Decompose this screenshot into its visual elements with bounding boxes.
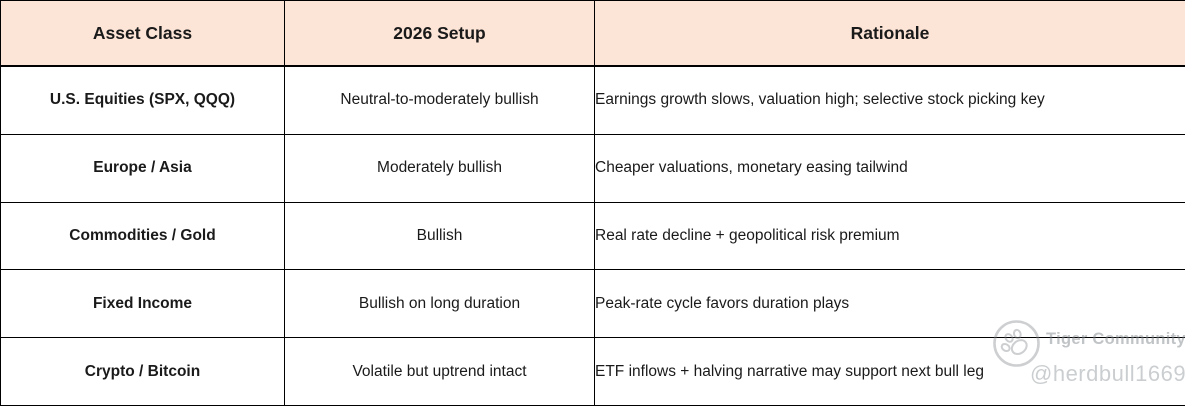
- setup-cell: Volatile but uptrend intact: [284, 337, 595, 406]
- column-header-2026-setup: 2026 Setup: [284, 0, 595, 67]
- rationale-cell: ETF inflows + halving narrative may supp…: [594, 337, 1185, 406]
- setup-cell: Moderately bullish: [284, 133, 595, 203]
- asset-class-cell: Fixed Income: [0, 269, 285, 339]
- table-row: Fixed Income Bullish on long duration Pe…: [0, 269, 1185, 339]
- rationale-cell: Peak-rate cycle favors duration plays: [594, 269, 1185, 339]
- rationale-cell: Cheaper valuations, monetary easing tail…: [594, 133, 1185, 203]
- asset-class-cell: Europe / Asia: [0, 133, 285, 203]
- asset-class-cell: Crypto / Bitcoin: [0, 337, 285, 406]
- setup-cell: Bullish: [284, 201, 595, 271]
- table-row: Crypto / Bitcoin Volatile but uptrend in…: [0, 337, 1185, 406]
- asset-class-cell: Commodities / Gold: [0, 201, 285, 271]
- table-row: U.S. Equities (SPX, QQQ) Neutral-to-mode…: [0, 65, 1185, 135]
- rationale-cell: Earnings growth slows, valuation high; s…: [594, 65, 1185, 135]
- table-row: Europe / Asia Moderately bullish Cheaper…: [0, 133, 1185, 203]
- column-header-rationale: Rationale: [594, 0, 1185, 67]
- table-row: Commodities / Gold Bullish Real rate dec…: [0, 201, 1185, 271]
- setup-cell: Bullish on long duration: [284, 269, 595, 339]
- column-header-asset-class: Asset Class: [0, 0, 285, 67]
- header-row: Asset Class 2026 Setup Rationale: [0, 0, 1185, 67]
- rationale-cell: Real rate decline + geopolitical risk pr…: [594, 201, 1185, 271]
- table-body: U.S. Equities (SPX, QQQ) Neutral-to-mode…: [0, 65, 1185, 406]
- asset-class-cell: U.S. Equities (SPX, QQQ): [0, 65, 285, 135]
- setup-cell: Neutral-to-moderately bullish: [284, 65, 595, 135]
